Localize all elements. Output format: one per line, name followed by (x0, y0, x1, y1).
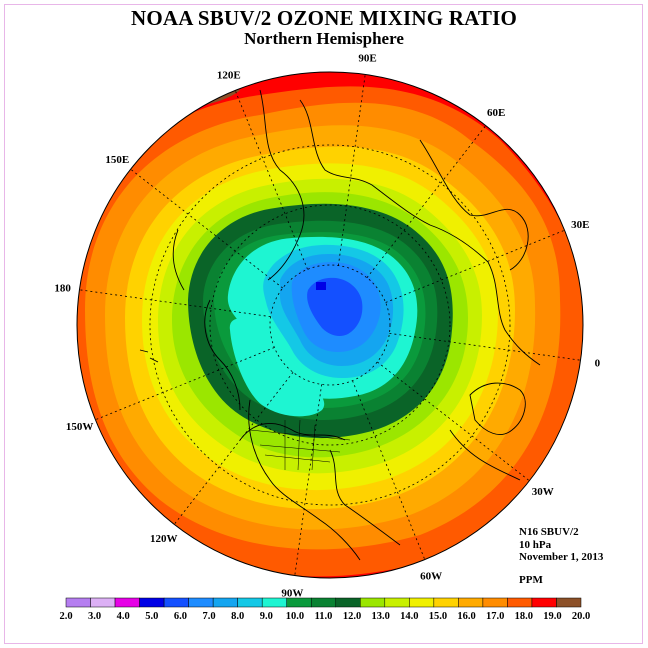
units-label: PPM (519, 574, 543, 586)
colorbar-swatch (556, 597, 582, 608)
colorbar-swatch (482, 597, 508, 608)
meridian-line (389, 332, 581, 361)
colorbar-swatch (212, 597, 238, 608)
meridian-line (385, 229, 565, 303)
colorbar-tick-label: 5.0 (145, 611, 158, 622)
longitude-label: 120W (150, 533, 178, 545)
colorbar-tick-label: 6.0 (174, 611, 187, 622)
meridian-line (95, 347, 275, 421)
colorbar-swatch (237, 597, 263, 608)
meridian-line (337, 74, 366, 266)
band-3-min (316, 282, 326, 290)
date-label: November 1, 2013 (519, 551, 604, 563)
colorbar-swatch (531, 597, 557, 608)
colorbar-tick-label: 2.0 (59, 611, 72, 622)
colorbar-tick-label: 20.0 (572, 611, 590, 622)
colorbar-swatch (409, 597, 435, 608)
band-4 (307, 277, 363, 336)
colorbar-swatch (90, 597, 116, 608)
colorbar-labels: 2.0 3.0 4.0 5.0 6.0 7.0 8.0 9.0 10.0 11.0 12.0 13.0… (59, 611, 590, 622)
longitude-label: 120E (217, 70, 241, 82)
meridian-line (294, 384, 323, 576)
colorbar-swatch (65, 597, 91, 608)
colorbar-swatch (139, 597, 165, 608)
longitude-label: 30E (571, 219, 589, 231)
colorbar-swatch (458, 597, 484, 608)
colorbar-tick-label: 15.0 (429, 611, 447, 622)
meridian-line (173, 372, 294, 525)
longitude-label: 0 (595, 358, 601, 370)
colorbar-swatch (163, 597, 189, 608)
colorbar-tick-label: 18.0 (515, 611, 533, 622)
colorbar-tick-label: 3.0 (88, 611, 101, 622)
colorbar-swatch (360, 597, 386, 608)
meridian-line (234, 90, 308, 270)
colorbar-swatch (507, 597, 533, 608)
coastlines (139, 89, 541, 561)
colorbar-swatch (286, 597, 312, 608)
colorbar-tick-label: 13.0 (372, 611, 390, 622)
colorbar-tick-label: 11.0 (315, 611, 333, 622)
colorbar-tick-label: 4.0 (117, 611, 130, 622)
colorbar-tick-label: 8.0 (231, 611, 244, 622)
map-boundary (76, 71, 584, 579)
level-label: 10 hPa (519, 538, 552, 551)
colorbar-swatch (384, 597, 410, 608)
colorbar-swatch (433, 597, 459, 608)
longitude-label: 90W (281, 587, 303, 599)
colorbar-tick-label: 10.0 (286, 611, 304, 622)
graticule (79, 74, 581, 576)
longitude-label: 90E (358, 53, 376, 65)
longitude-label: 150E (105, 154, 129, 166)
meridian-line (352, 380, 426, 560)
colorbar-swatch (188, 597, 214, 608)
colorbar-tick-label: 16.0 (457, 611, 475, 622)
longitude-label: 60W (420, 570, 442, 582)
longitude-label: 30W (532, 486, 554, 498)
meridian-line (377, 361, 530, 482)
meridian-line (79, 289, 271, 318)
instrument-label: N16 SBUV/2 (519, 526, 579, 538)
political-borders (249, 419, 351, 471)
colorbar-swatch (261, 597, 287, 608)
colorbar-tick-label: 14.0 (400, 611, 418, 622)
colorbar-tick-label: 17.0 (486, 611, 504, 622)
band-8-lobe (229, 318, 325, 417)
colorbar-swatch (335, 597, 361, 608)
colorbar-tick-label: 12.0 (343, 611, 361, 622)
meridian-line (130, 168, 283, 289)
page-title: NOAA SBUV/2 OZONE MIXING RATIO (131, 6, 517, 30)
colorbar-swatch (310, 597, 337, 608)
page-subtitle: Northern Hemisphere (244, 29, 404, 48)
longitude-label: 60E (487, 107, 505, 119)
colorbar-swatch (114, 597, 140, 608)
colorbar-swatches (65, 597, 582, 608)
colorbar-tick-label: 7.0 (202, 611, 215, 622)
colorbar-tick-label: 19.0 (543, 611, 561, 622)
longitude-labels: 90E 60E 30E 0 30W 60W 90W 120W 150W 180 150E 120E (54, 53, 600, 600)
longitude-label: 150W (66, 421, 94, 433)
ozone-contour-fill (77, 72, 583, 578)
figure-frame (4, 4, 643, 644)
colorbar-tick-label: 9.0 (260, 611, 273, 622)
longitude-label: 180 (54, 282, 71, 294)
info-block: N16 SBUV/2 10 hPa November 1, 2013 (519, 526, 603, 564)
meridian-line (366, 125, 487, 278)
